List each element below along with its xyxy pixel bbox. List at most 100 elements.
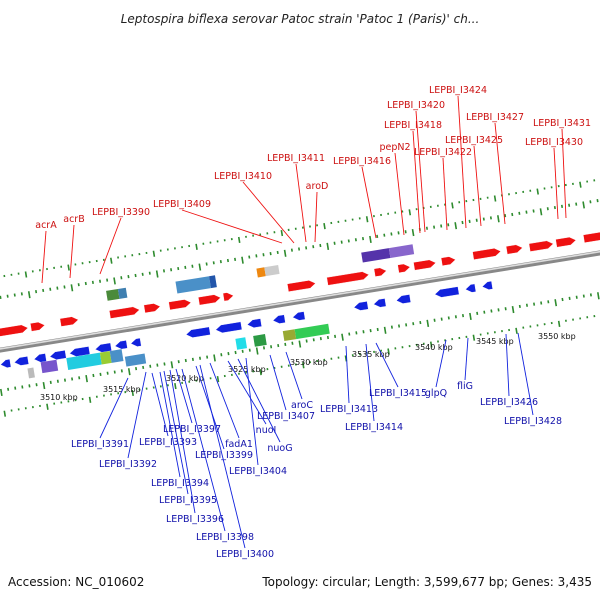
tick-mark — [159, 385, 162, 388]
forward-gene-arrow — [472, 248, 502, 260]
tick-mark — [394, 347, 397, 350]
tick-mark — [60, 265, 63, 268]
reverse-gene-arrow — [434, 286, 460, 298]
reverse-gene-arrow — [395, 294, 412, 304]
tick-mark — [358, 353, 361, 356]
tick-mark — [579, 181, 582, 188]
tick-mark — [440, 317, 443, 321]
tick-mark — [24, 407, 27, 410]
tick-mark — [365, 216, 369, 223]
forward-gene-label: acrB — [63, 214, 84, 225]
forward-gene-arrow — [0, 324, 29, 339]
tick-mark — [568, 203, 571, 207]
rna-feature-block — [27, 367, 35, 379]
tick-mark — [373, 350, 375, 353]
tick-mark — [3, 410, 7, 417]
tick-mark — [369, 328, 372, 333]
scale-label: 3535 kbp — [352, 350, 390, 359]
rna-feature-block — [99, 351, 112, 365]
reverse-gene-arrow — [292, 311, 306, 321]
reverse-gene-label: LEPBI_I3394 — [151, 478, 209, 489]
tick-mark — [205, 262, 208, 266]
tick-mark — [362, 330, 365, 334]
tick-mark — [508, 193, 510, 196]
reverse-leader-line — [159, 371, 181, 478]
forward-gene-arrow — [413, 259, 437, 271]
forward-gene-label: acrA — [35, 220, 57, 231]
tick-mark — [397, 231, 400, 235]
tick-mark — [380, 349, 383, 352]
tick-mark — [497, 215, 500, 223]
forward-leader-line — [494, 122, 506, 225]
rna-feature-block — [235, 337, 248, 350]
reverse-gene-arrow — [272, 314, 286, 324]
tick-mark — [440, 224, 443, 228]
tick-mark — [571, 182, 574, 185]
tick-mark — [472, 198, 475, 202]
tick-mark — [518, 211, 521, 215]
forward-gene-label: LEPBI_I3431 — [533, 118, 591, 129]
tick-mark — [188, 380, 191, 383]
rna-feature-block — [209, 275, 217, 289]
tick-mark — [319, 337, 322, 341]
tick-mark — [323, 223, 326, 230]
tick-mark — [461, 314, 465, 318]
tick-mark — [113, 277, 116, 285]
tick-mark — [482, 217, 485, 221]
reverse-leader-line — [181, 368, 226, 532]
reverse-leader-line — [99, 377, 129, 439]
tick-mark — [198, 263, 202, 271]
tick-mark — [216, 376, 220, 383]
reverse-gene-arrow — [13, 356, 30, 366]
forward-gene-arrow — [222, 292, 234, 302]
tick-mark — [387, 348, 390, 355]
tick-mark — [405, 323, 408, 327]
reverse-leader-line — [285, 351, 303, 400]
tick-mark — [291, 341, 294, 345]
tick-mark — [177, 360, 180, 364]
tick-mark — [561, 297, 564, 302]
rna-feature-block — [264, 265, 280, 277]
tick-mark — [458, 336, 461, 340]
tick-mark — [383, 233, 386, 237]
tick-mark — [425, 226, 428, 230]
forward-leader-line — [473, 145, 482, 227]
tick-mark — [451, 202, 454, 209]
tick-mark — [234, 350, 237, 355]
tick-mark — [138, 388, 141, 391]
tick-mark — [191, 357, 194, 361]
tick-mark — [501, 329, 503, 333]
forward-gene-arrow — [397, 263, 411, 274]
reverse-leader-line — [517, 332, 534, 416]
tick-mark — [110, 393, 113, 396]
tick-mark — [575, 202, 578, 206]
tick-mark — [593, 315, 596, 318]
tick-mark — [372, 214, 375, 218]
tick-mark — [170, 361, 174, 369]
tick-mark — [6, 294, 9, 298]
tick-mark — [298, 247, 301, 251]
tick-mark — [564, 319, 567, 322]
tick-mark — [337, 356, 340, 359]
tick-mark — [209, 241, 212, 244]
forward-gene-label: LEPBI_I3420 — [387, 100, 445, 111]
scale-label: 3545 kbp — [476, 337, 514, 346]
tick-mark — [7, 387, 10, 391]
tick-mark — [504, 307, 507, 311]
forward-gene-label: LEPBI_I3427 — [466, 112, 524, 123]
tick-mark — [49, 380, 52, 385]
tick-mark — [81, 397, 84, 401]
tick-mark — [124, 391, 127, 394]
tick-mark — [387, 212, 390, 215]
tick-mark — [539, 208, 543, 216]
tick-mark — [103, 394, 105, 397]
tick-mark — [294, 227, 297, 230]
forward-leader-line — [457, 95, 467, 229]
genome-backbone-highlight — [0, 227, 600, 374]
tick-mark — [120, 276, 123, 280]
scale-label: 3530 kbp — [290, 358, 328, 367]
reverse-leader-line — [237, 358, 281, 443]
reverse-gene-arrow — [373, 298, 387, 308]
tick-mark — [525, 210, 528, 214]
tick-mark — [170, 268, 173, 272]
